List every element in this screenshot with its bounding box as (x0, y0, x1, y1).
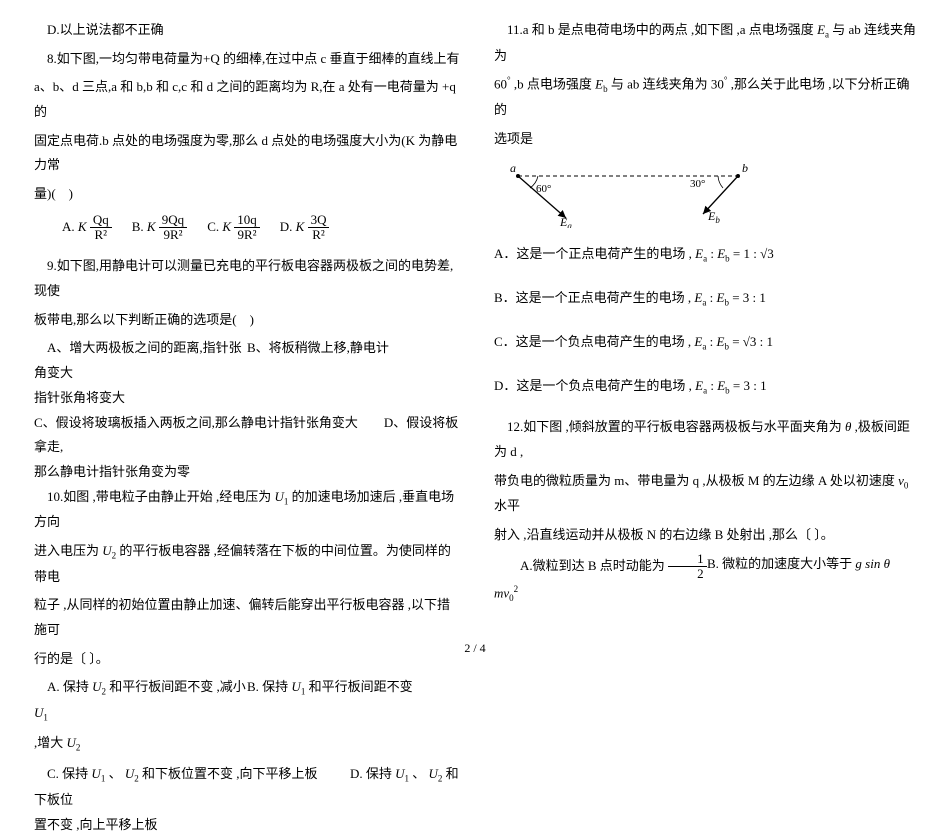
q11-options: A．这是一个正点电荷产生的电场 , Ea : Eb = 1 : √3 B．这是一… (494, 242, 920, 399)
q12-opt-b: B. 微粒的加速度大小等于 g sin θ (707, 552, 920, 608)
svg-text:Ea: Ea (559, 215, 572, 228)
q11-opt-a: A．这是一个正点电荷产生的电场 , Ea : Eb = 1 : √3 (494, 242, 920, 268)
q11-l1: 11.a 和 b 是点电荷电场中的两点 ,如下图 ,a 点电场强度 Ea 与 a… (494, 18, 920, 68)
svg-text:a: a (510, 161, 516, 175)
q10-opt-a: A. 保持 U2 和平行板间距不变 ,减小 U1 (34, 675, 247, 726)
q11-opt-d: D．这是一个负点电荷产生的电场 , Ea : Eb = 3 : 1 (494, 374, 920, 400)
q9-opt-d2: 那么静电计指针张角变为零 (34, 460, 460, 485)
q8-opt-c: C. K 10q9R² (207, 213, 260, 243)
q9-opt-b2: 指针张角将变大 (34, 386, 460, 411)
q9-cd: C、假设将玻璃板插入两板之间,那么静电计指针张角变大D、假设将板拿走, (34, 411, 460, 460)
q10-opt-b: B. 保持 U1 和平行板间距不变 (247, 675, 460, 726)
q8-options: A. K QqR² B. K 9Qq9R² C. K 10q9R² D. K 3… (34, 213, 460, 243)
q9-opt-a: A、增大两极板之间的距离,指针张角变大 (34, 336, 247, 385)
q12-row: A.微粒到达 B 点时动能为 12 mv02 B. 微粒的加速度大小等于 g s… (494, 552, 920, 612)
q8-l4: 量)( ) (34, 182, 460, 207)
q11-opt-c: C．这是一个负点电荷产生的电场 , Ea : Eb = √3 : 1 (494, 330, 920, 356)
q12-l2: 带负电的微粒质量为 m、带电量为 q ,从极板 M 的左边缘 A 处以初速度 v… (494, 469, 920, 519)
q8-opt-a: A. K QqR² (62, 213, 112, 243)
q12-l1: 12.如下图 ,倾斜放置的平行板电容器两极板与水平面夹角为 θ ,极板间距为 d… (494, 415, 920, 464)
q8-opt-d: D. K 3QR² (280, 213, 330, 243)
page-body: D.以上说法都不正确 8.如下图,一均匀带电荷量为+Q 的细棒,在过中点 c 垂… (0, 0, 950, 620)
q9-opt-b: B、将板稍微上移,静电计 (247, 336, 460, 385)
q10-row-cd: C. 保持 U1 、 U2 和下板位置不变 ,向下平移上板 D. 保持 U1 、… (34, 762, 460, 812)
q8-opt-b: B. K 9Qq9R² (132, 213, 187, 243)
svg-text:30°: 30° (690, 178, 705, 190)
right-column: 11.a 和 b 是点电荷电场中的两点 ,如下图 ,a 点电场强度 Ea 与 a… (494, 18, 920, 620)
svg-text:60°: 60° (536, 183, 551, 195)
q11-opt-b: B．这是一个正点电荷产生的电场 , Ea : Eb = 3 : 1 (494, 286, 920, 312)
svg-text:b: b (742, 161, 748, 175)
q8-l1: 8.如下图,一均匀带电荷量为+Q 的细棒,在过中点 c 垂直于细棒的直线上有 (34, 47, 460, 72)
q12-l3: 射入 ,沿直线运动并从极板 N 的右边缘 B 处射出 ,那么〔 〕。 (494, 523, 920, 548)
opt-d-prev: D.以上说法都不正确 (34, 18, 460, 43)
q8-l2: a、b、d 三点,a 和 b,b 和 c,c 和 d 之间的距离均为 R,在 a… (34, 75, 460, 124)
q11-l3: 选项是 (494, 127, 920, 152)
q9-l1: 9.如下图,用静电计可以测量已充电的平行板电容器两极板之间的电势差,现使 (34, 254, 460, 303)
q10-l2: 进入电压为 U2 的平行板电容器 ,经偏转落在下板的中间位置。为使同样的带电 (34, 539, 460, 589)
q10-opt-b3: ,增大 U2 (34, 731, 460, 757)
q10-row-ab: A. 保持 U2 和平行板间距不变 ,减小 U1 B. 保持 U1 和平行板间距… (34, 675, 460, 730)
q10-opt-d4: 置不变 ,向上平移上板 (34, 813, 460, 838)
q10-l3: 粒子 ,从同样的初始位置由静止加速、偏转后能穿出平行板电容器 ,以下措施可 (34, 593, 460, 642)
q9-l2: 板带电,那么以下判断正确的选项是( ) (34, 308, 460, 333)
page-number: 2 / 4 (0, 637, 950, 660)
svg-text:Eb: Eb (707, 209, 720, 225)
q11-diagram: a b 60° 30° Ea Eb (498, 158, 920, 237)
q11-l2: 60° ,b 点电场强度 Eb 与 ab 连线夹角为 30° ,那么关于此电场 … (494, 72, 920, 123)
left-column: D.以上说法都不正确 8.如下图,一均匀带电荷量为+Q 的细棒,在过中点 c 垂… (34, 18, 460, 620)
q12-opt-a: A.微粒到达 B 点时动能为 12 mv02 (494, 552, 707, 608)
q8-l3: 固定点电荷.b 点处的电场强度为零,那么 d 点处的电场强度大小为(K 为静电力… (34, 129, 460, 178)
q10-l1: 10.如图 ,带电粒子由静止开始 ,经电压为 U1 的加速电场加速后 ,垂直电场… (34, 485, 460, 535)
